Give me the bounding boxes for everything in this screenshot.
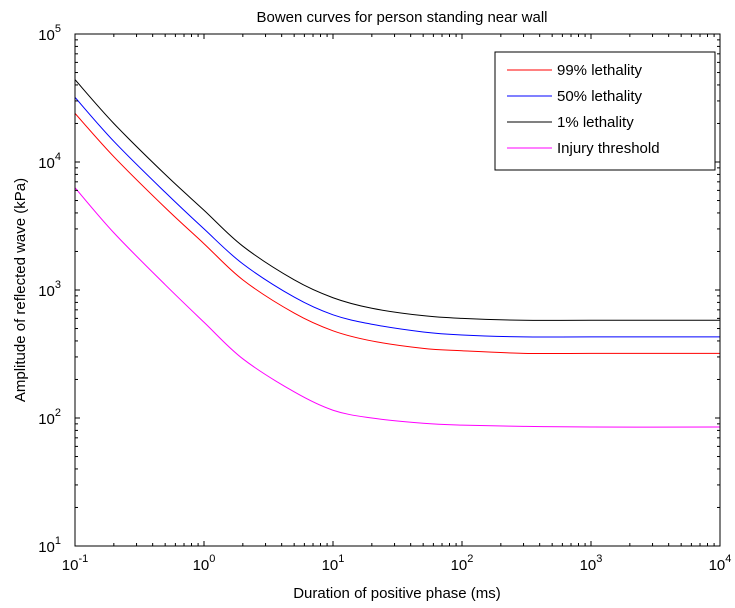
x-tick-label: 101 bbox=[322, 553, 345, 574]
x-tick-label: 104 bbox=[709, 553, 732, 574]
tick-layer: 10-1 100 101 102 103 104 101 102 103 104 105 bbox=[38, 23, 731, 574]
chart-title: Bowen curves for person standing near wa… bbox=[257, 9, 548, 26]
series-line-99-lethality bbox=[75, 112, 720, 355]
series-line-1-lethality bbox=[75, 79, 720, 321]
series-layer bbox=[75, 79, 720, 428]
legend-label-50-lethality: 50% lethality bbox=[557, 88, 643, 105]
legend: 99% lethality 50% lethality 1% lethality In… bbox=[494, 51, 716, 171]
x-tick-label: 100 bbox=[193, 553, 216, 574]
legend-box bbox=[494, 51, 716, 171]
x-axis-label: Duration of positive phase (ms) bbox=[293, 585, 501, 602]
y-tick-label: 105 bbox=[38, 23, 61, 44]
legend-label-injury-threshold: Injury threshold bbox=[557, 140, 660, 157]
y-tick-label: 103 bbox=[38, 279, 61, 300]
x-tick-label: 103 bbox=[580, 553, 603, 574]
plot-area: 10-1 100 101 102 103 104 101 102 103 104 105 bbox=[38, 23, 731, 574]
x-tick-label: 102 bbox=[451, 553, 474, 574]
y-axis-label: Amplitude of reflected wave (kPa) bbox=[12, 178, 29, 402]
legend-label-1-lethality: 1% lethality bbox=[557, 114, 634, 131]
series-line-injury-threshold bbox=[75, 187, 720, 428]
x-tick-label: 10-1 bbox=[62, 553, 88, 574]
y-tick-label: 104 bbox=[38, 151, 61, 172]
y-tick-label: 102 bbox=[38, 407, 61, 428]
y-tick-label: 101 bbox=[38, 535, 61, 556]
legend-label-99-lethality: 99% lethality bbox=[557, 62, 643, 79]
series-line-50-lethality bbox=[75, 97, 720, 338]
